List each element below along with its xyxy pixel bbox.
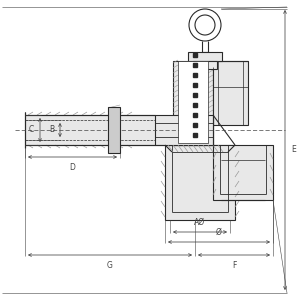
Text: F: F bbox=[232, 261, 236, 270]
Bar bbox=[155, 115, 213, 145]
Text: AØ: AØ bbox=[194, 218, 206, 227]
Bar bbox=[193, 61, 217, 69]
Bar bbox=[178, 61, 208, 143]
Bar bbox=[108, 107, 120, 153]
Bar bbox=[25, 115, 155, 145]
Text: D: D bbox=[70, 163, 75, 172]
Bar bbox=[213, 145, 273, 200]
Bar bbox=[165, 145, 235, 220]
Bar bbox=[213, 61, 248, 125]
Text: C: C bbox=[29, 125, 34, 134]
Text: E: E bbox=[291, 146, 296, 154]
Text: Ø: Ø bbox=[216, 228, 222, 237]
Bar bbox=[173, 61, 213, 145]
Bar bbox=[188, 52, 222, 61]
Text: B: B bbox=[49, 125, 54, 134]
Text: G: G bbox=[107, 261, 113, 270]
